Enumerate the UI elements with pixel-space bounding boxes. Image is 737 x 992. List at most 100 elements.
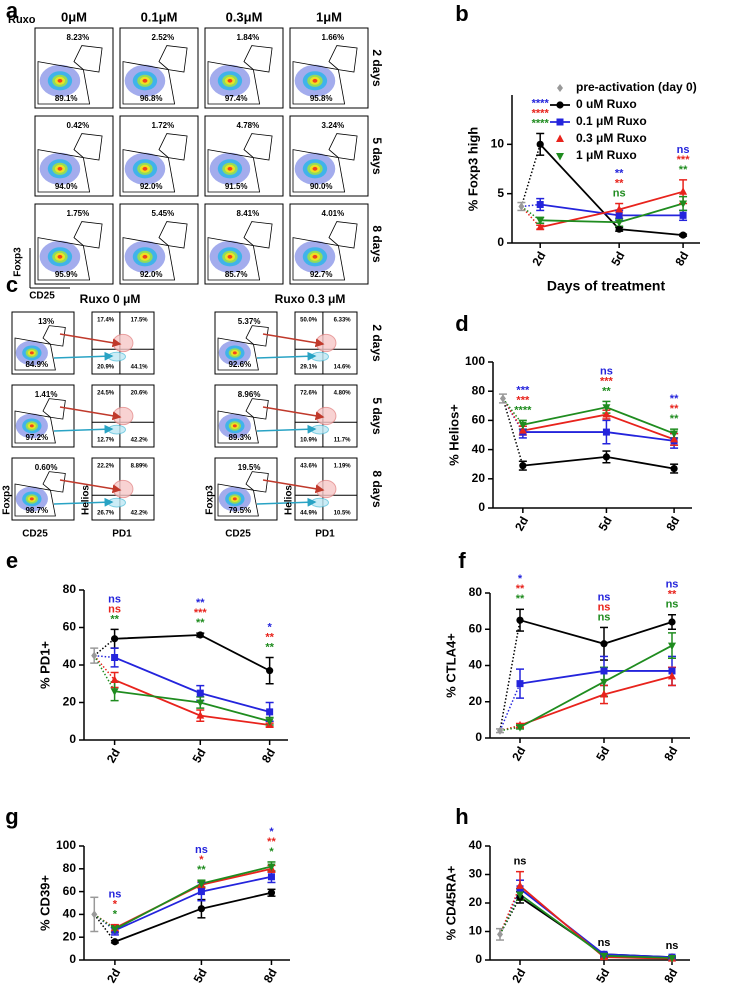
panel-letter: e [6, 548, 18, 573]
axis-label: PD1 [315, 529, 335, 540]
significance: * [269, 846, 274, 858]
quadrant-percent: 26.7% [97, 511, 115, 517]
significance: ns [598, 937, 611, 949]
significance: ns [666, 579, 679, 591]
x-tick-label: 2d [509, 744, 528, 763]
quadrant-percent: 50.0% [300, 318, 318, 324]
data-point [265, 718, 274, 726]
y-tick-label: 0 [497, 235, 504, 249]
arrow [262, 406, 325, 421]
y-tick-label: 60 [472, 413, 486, 427]
quadrant-percent: 72.6% [300, 391, 318, 397]
gate-percent: 1.66% [322, 33, 345, 42]
gate [122, 149, 176, 193]
data-point [536, 140, 544, 148]
y-tick-label: 0 [69, 952, 76, 966]
density-blob [29, 497, 34, 501]
series-line [522, 406, 675, 435]
data-point [679, 231, 687, 239]
data-point [518, 202, 525, 211]
significance: ** [602, 385, 611, 397]
legend-label: 1 μM Ruxo [576, 148, 637, 162]
significance: ns [514, 856, 527, 868]
x-tick-label: 8d [259, 746, 278, 765]
data-point [668, 618, 676, 626]
data-point [497, 726, 503, 735]
data-point [615, 225, 623, 233]
significance: * [518, 573, 523, 585]
quadrant-percent: 17.4% [97, 318, 115, 324]
legend-label: 0 uM Ruxo [576, 97, 637, 111]
column-header: 1μM [316, 9, 342, 24]
quadrant-percent: 1.19% [334, 464, 352, 470]
significance: ** [197, 864, 206, 876]
quadrant-percent: 14.6% [334, 365, 352, 371]
quadrant-percent: 17.5% [131, 318, 149, 324]
arrow [256, 497, 317, 507]
series-line [519, 644, 673, 728]
data-point [516, 680, 524, 688]
significance: *** [516, 394, 530, 406]
data-point [668, 955, 676, 963]
legend-label: 0.3 μM Ruxo [576, 131, 647, 145]
data-point [266, 708, 274, 716]
gate-percent: 13% [38, 317, 54, 326]
panel-letter: b [455, 1, 468, 26]
y-tick-label: 40 [469, 838, 483, 852]
series-line [522, 413, 675, 441]
arrow [256, 424, 317, 434]
significance: ns [600, 365, 613, 377]
data-point [670, 464, 678, 473]
data-point [536, 222, 545, 231]
group-header: Ruxo 0.3 μM [275, 292, 346, 306]
gate [328, 221, 358, 249]
quadrant-plot [294, 457, 358, 521]
quadrant-percent: 10.5% [334, 511, 352, 517]
gate-percent: 95.9% [55, 270, 78, 279]
column-header: 0.1μM [141, 9, 178, 24]
significance: ns [195, 844, 208, 856]
significance: *** [516, 384, 530, 396]
series-line [519, 675, 673, 727]
series-line [114, 679, 270, 726]
panel-letter: h [455, 804, 468, 829]
gate-percent: 1.84% [237, 33, 260, 42]
data-point [668, 671, 676, 680]
significance: **** [532, 107, 550, 119]
series-line [519, 619, 673, 645]
density-blob [227, 254, 233, 259]
y-tick-label: 20 [469, 895, 483, 909]
significance: *** [194, 607, 208, 619]
gate [292, 61, 346, 105]
row-label: 8 days [370, 225, 384, 263]
x-tick-label: 8d [663, 514, 682, 533]
significance: *** [677, 154, 691, 166]
quadrant-percent: 44.1% [131, 365, 149, 371]
data-point [518, 421, 527, 430]
gate [37, 149, 91, 193]
pre-connector [502, 398, 524, 466]
significance: ** [110, 613, 119, 625]
data-point [91, 910, 98, 919]
data-point [600, 952, 608, 961]
gate [292, 237, 346, 281]
significance: ** [196, 617, 205, 629]
significance: ns [108, 593, 121, 605]
density-blob [227, 166, 233, 171]
x-tick-label: 2d [529, 249, 548, 268]
y-tick-label: 40 [63, 657, 77, 671]
gate [292, 149, 346, 193]
gate [42, 325, 66, 347]
gate-percent: 92.0% [140, 182, 163, 191]
y-tick-label: 100 [465, 354, 485, 368]
significance: ** [670, 403, 679, 415]
y-tick-label: 10 [491, 137, 505, 151]
data-point [516, 891, 524, 899]
significance: ** [679, 164, 688, 176]
data-point [267, 873, 275, 881]
gate-percent: 4.78% [237, 121, 260, 130]
y-tick-label: 60 [63, 884, 77, 898]
data-point [267, 863, 276, 872]
significance: ** [615, 167, 624, 179]
data-point [111, 938, 119, 946]
